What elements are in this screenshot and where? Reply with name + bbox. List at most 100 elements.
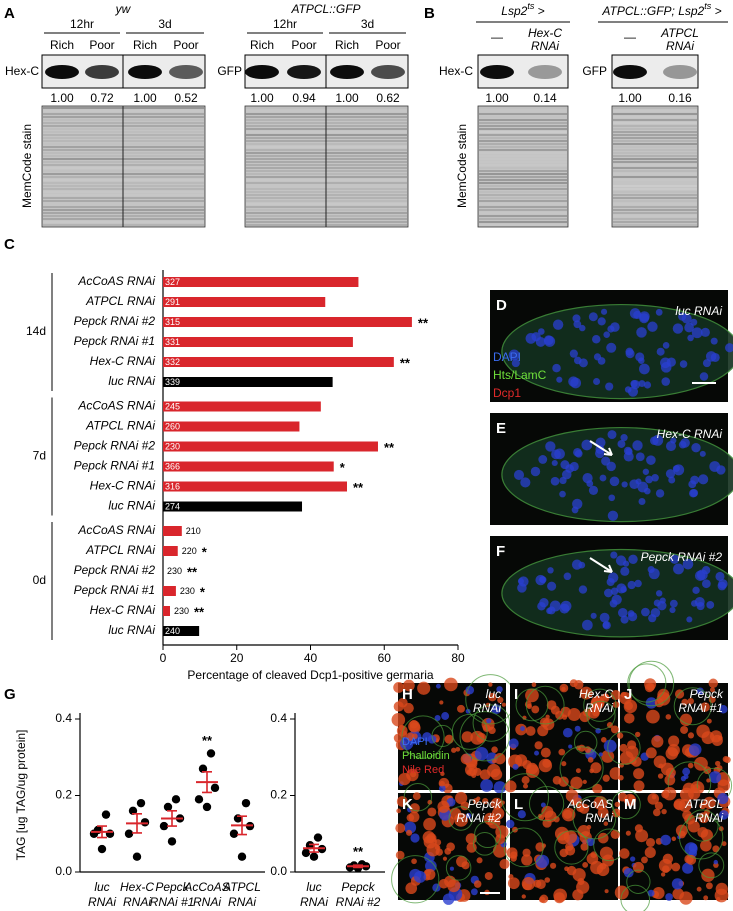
- lipid-droplet: [696, 687, 704, 695]
- lipid-droplet: [396, 796, 408, 807]
- y-tick-label: 0.0: [270, 864, 287, 878]
- nucleus: [547, 567, 554, 574]
- cell-outline: [628, 660, 675, 707]
- y-tick-label: 0.0: [55, 864, 72, 878]
- lipid-droplet: [488, 682, 493, 687]
- nucleus: [682, 558, 694, 570]
- lipid-droplet: [717, 792, 729, 805]
- nucleus: [582, 473, 593, 484]
- nucleus: [678, 312, 687, 321]
- genotype: ATPCL::GFP: [290, 2, 360, 16]
- error-bar: [202, 770, 212, 794]
- lipid-droplet: [538, 758, 553, 773]
- nucleus: [597, 317, 606, 326]
- lipid-droplet: [561, 686, 566, 692]
- nucleus: [665, 441, 677, 452]
- lipid-droplet: [687, 697, 694, 705]
- lipid-droplet: [406, 829, 413, 836]
- lipid-droplet: [562, 809, 573, 819]
- lipid-droplet: [533, 879, 542, 888]
- lipid-droplet: [442, 856, 448, 861]
- x-tick-label: 60: [378, 651, 392, 665]
- nucleus: [641, 607, 650, 617]
- nucleus: [646, 455, 656, 465]
- lipid-droplet: [703, 796, 716, 810]
- nucleus: [574, 449, 583, 458]
- lipid-droplet: [569, 679, 578, 688]
- category-label: ATPCL RNAi: [85, 419, 155, 433]
- lipid-droplet: [491, 746, 498, 753]
- bar: [163, 526, 182, 536]
- x-tick-label: 20: [230, 651, 244, 665]
- significance: *: [200, 584, 206, 599]
- cell-outline: [451, 713, 488, 750]
- nucleus: [588, 485, 599, 495]
- lipid-droplet: [496, 686, 503, 693]
- lipid-droplet: [439, 700, 444, 705]
- nucleus: [570, 377, 582, 389]
- nucleus: [544, 335, 556, 347]
- category-label: Hex-C RNAi: [90, 479, 156, 493]
- blot-band: [245, 65, 279, 79]
- bar: [163, 586, 176, 596]
- nucleus: [688, 480, 697, 489]
- lipid-droplet: [610, 725, 619, 734]
- lipid-droplet: [482, 797, 489, 805]
- blot-band: [663, 65, 697, 79]
- sample-size: 339: [165, 377, 180, 387]
- condition-label: Rich: [250, 38, 274, 52]
- nucleus: [538, 455, 548, 464]
- lipid-droplet: [520, 726, 525, 731]
- nucleus: [630, 380, 641, 390]
- nucleus: [669, 599, 678, 608]
- category-label: ATPCL RNAi: [85, 543, 155, 557]
- category-label: Pepck RNAi #1: [74, 583, 155, 597]
- quantification: 0.16: [668, 91, 692, 105]
- nucleus: [606, 342, 617, 353]
- lipid-droplet: [438, 878, 449, 889]
- condition-label: Pepck: [468, 797, 502, 811]
- lipid-droplet: [470, 730, 485, 745]
- lipid-droplet: [484, 871, 493, 880]
- bar: [163, 317, 412, 327]
- quantification: 1.00: [50, 91, 74, 105]
- nucleus: [572, 498, 583, 510]
- sample-size: 230: [165, 441, 180, 451]
- nucleus: [552, 363, 561, 373]
- sample-size: 291: [165, 297, 180, 307]
- quantification: 0.14: [533, 91, 557, 105]
- lipid-droplet: [522, 848, 531, 857]
- cell-outline: [528, 786, 565, 822]
- nucleus: [620, 586, 627, 593]
- lipid-droplet: [565, 789, 579, 803]
- lipid-droplet: [444, 847, 452, 855]
- error-bar: [167, 810, 177, 827]
- nucleus: [539, 597, 549, 608]
- quantification: 1.00: [133, 91, 157, 105]
- nucleus: [617, 607, 628, 618]
- stain-label: Nile Red: [402, 764, 444, 776]
- lipid-droplet: [660, 872, 666, 877]
- lipid-droplet: [700, 702, 710, 712]
- nucleus: [592, 334, 601, 344]
- lipid-droplet: [656, 691, 671, 706]
- nucleus: [710, 337, 718, 345]
- condition-label: Hex-C RNAi: [657, 427, 723, 441]
- quantification: 0.52: [174, 91, 198, 105]
- lipid-droplet: [630, 856, 636, 862]
- nucleus: [627, 580, 636, 590]
- lipid-droplet: [592, 783, 603, 794]
- nucleus: [636, 327, 647, 338]
- quantification: 1.00: [485, 91, 509, 105]
- nucleus: [581, 439, 593, 451]
- nucleus: [572, 314, 581, 323]
- lipid-droplet: [408, 720, 421, 733]
- lipid-droplet: [705, 882, 713, 890]
- lipid-droplet: [724, 756, 731, 764]
- lipid-droplet: [571, 799, 578, 806]
- category-label: AcCoAS RNAi: [77, 399, 155, 413]
- lipid-droplet: [506, 819, 515, 829]
- lipid-droplet: [602, 774, 610, 782]
- data-point: [241, 798, 251, 808]
- lipid-droplet: [721, 841, 727, 847]
